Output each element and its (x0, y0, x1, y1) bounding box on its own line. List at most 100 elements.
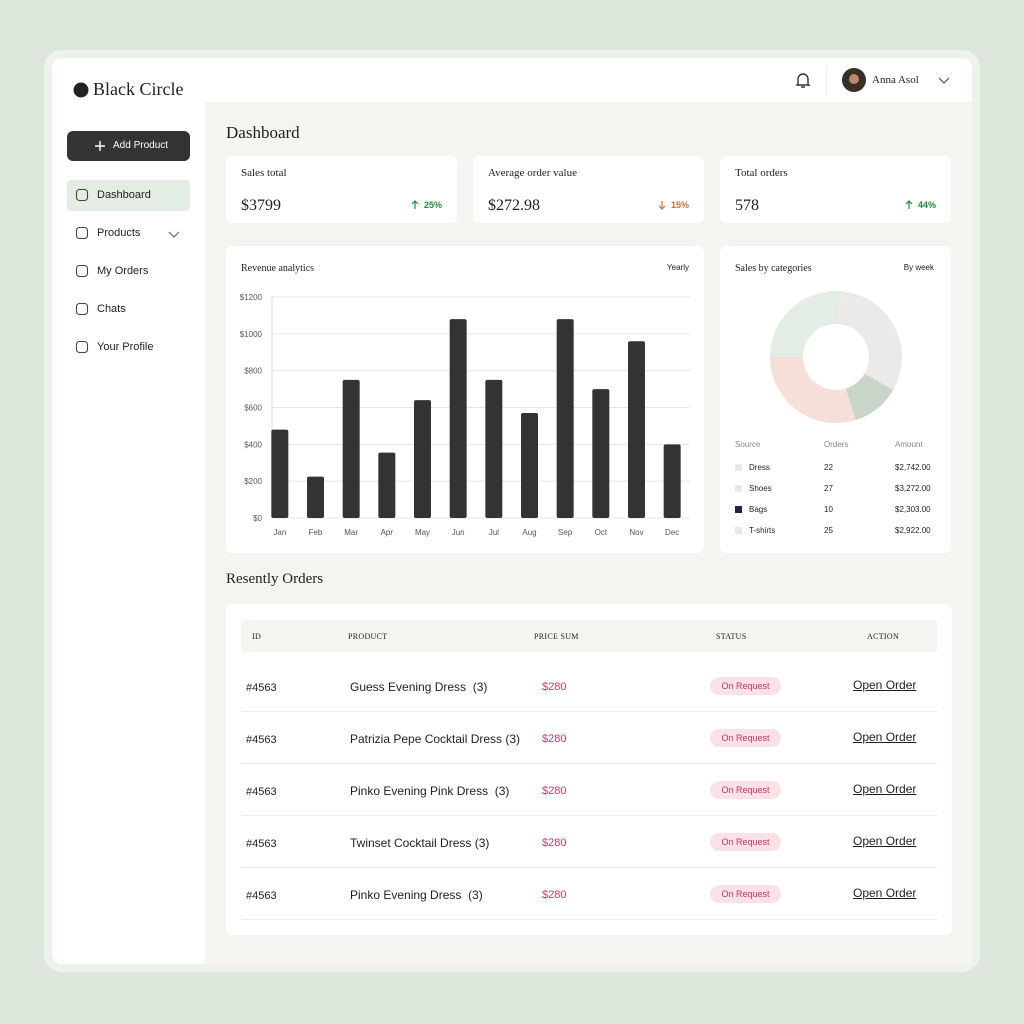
bar (378, 452, 396, 518)
icon (658, 201, 666, 210)
legend-source: T-shirts (749, 526, 776, 535)
y-tick-label: $200 (244, 477, 262, 486)
legend-header: Orders (824, 440, 849, 449)
row-id: #4563 (246, 734, 277, 746)
donut-slice (845, 373, 894, 421)
legend-amount: $2,742.00 (895, 463, 931, 472)
row-divider (241, 815, 937, 816)
orders-card: ID PRODUCT PRICE SUM STATUS ACTION #4563 Guess… (226, 604, 952, 935)
legend-source: Bags (749, 505, 768, 514)
x-tick-label: Jul (489, 528, 499, 537)
bar (271, 429, 289, 518)
stat-value: $272.98 (488, 197, 540, 214)
nav-item[interactable]: Your Profile (97, 341, 154, 353)
stat-card: Total orders 578 44% (720, 156, 951, 223)
open-order-link[interactable]: Open Order (853, 782, 917, 796)
legend-amount: $2,303.00 (895, 505, 931, 514)
nav-item[interactable]: Chats (97, 303, 126, 315)
bar (521, 413, 538, 518)
icon (75, 340, 89, 354)
icon (411, 200, 419, 209)
legend-swatch (735, 485, 742, 492)
chart-period[interactable]: Yearly (667, 263, 689, 272)
donut-period[interactable]: By week (903, 263, 934, 272)
y-tick-label: $800 (244, 367, 262, 376)
nav-icon (75, 264, 89, 278)
add-product-button[interactable]: Add Product (67, 131, 190, 161)
legend-amount: $2,922.00 (895, 526, 931, 535)
donut-slice (770, 291, 841, 357)
x-tick-label: Aug (522, 528, 536, 537)
plus-icon (95, 141, 105, 151)
nav-item[interactable]: Products (97, 227, 141, 239)
nav-icon (75, 302, 89, 316)
x-tick-label: Jan (273, 528, 286, 537)
y-tick-label: $600 (244, 404, 262, 413)
row-divider (241, 867, 937, 868)
legend-orders: 25 (824, 526, 833, 535)
x-tick-label: Mar (344, 528, 358, 537)
row-product: Twinset Cocktail Dress (3) (350, 836, 490, 850)
row-product: Pinko Evening Dress (3) (350, 888, 483, 902)
row-id: #4563 (246, 890, 277, 902)
nav-item[interactable]: Dashboard (97, 189, 151, 201)
icon (75, 302, 89, 316)
icon (73, 82, 89, 98)
stat-value: $3799 (241, 197, 281, 214)
x-tick-label: Jun (452, 528, 465, 537)
x-tick-label: Oct (595, 528, 608, 537)
row-price: $280 (542, 889, 567, 901)
bell-icon (795, 73, 811, 88)
row-price: $280 (542, 681, 567, 693)
stat-change: 44% (917, 200, 936, 210)
table-header: PRICE SUM (534, 632, 579, 641)
bar (628, 341, 645, 518)
legend-orders: 10 (824, 505, 833, 514)
bar (663, 444, 681, 518)
stat-label: Sales total (241, 167, 287, 179)
bar (485, 379, 503, 518)
bar (414, 400, 431, 518)
y-tick-label: $400 (244, 440, 262, 449)
icon (795, 73, 811, 88)
page-title: Dashboard (226, 123, 300, 142)
table-header: ID (252, 632, 262, 641)
legend-swatch (735, 506, 742, 513)
legend-header: Source (735, 440, 761, 449)
open-order-link[interactable]: Open Order (853, 834, 917, 848)
row-price: $280 (542, 785, 567, 797)
stat-label: Total orders (735, 167, 788, 179)
open-order-link[interactable]: Open Order (853, 730, 917, 744)
stat-change: 15% (670, 200, 689, 210)
brand: Black Circle (93, 79, 184, 99)
stat-label: Average order value (488, 167, 577, 179)
bar-chart: $0 $200 $400 $600 $800 $1000 $1200 Jan Feb Mar Apr… (240, 293, 690, 537)
row-divider (241, 919, 937, 920)
x-tick-label: May (415, 528, 430, 537)
user-name[interactable]: Anna Asol (872, 74, 919, 86)
open-order-link[interactable]: Open Order (853, 886, 917, 900)
chevron (168, 231, 180, 238)
stat-change: 25% (423, 200, 442, 210)
legend-orders: 27 (824, 484, 833, 493)
y-tick-label: $1200 (240, 293, 263, 302)
table-header-bg (241, 620, 937, 652)
orders-title: Resently Orders (226, 571, 324, 587)
row-price: $280 (542, 837, 567, 849)
row-id: #4563 (246, 786, 277, 798)
donut-chart (770, 291, 902, 423)
open-order-link[interactable]: Open Order (853, 678, 917, 692)
donut-slice (838, 291, 902, 390)
nav-item[interactable]: My Orders (97, 265, 149, 277)
bar (556, 319, 574, 518)
status-badge: On Request (710, 677, 781, 695)
donut-slice (770, 357, 856, 423)
nav-icon (75, 188, 89, 202)
x-tick-label: Nov (629, 528, 643, 537)
y-tick-label: $1000 (240, 330, 263, 339)
status-badge: On Request (710, 885, 781, 903)
legend-amount: $3,272.00 (895, 484, 931, 493)
bar (449, 319, 467, 518)
divider (826, 66, 827, 96)
